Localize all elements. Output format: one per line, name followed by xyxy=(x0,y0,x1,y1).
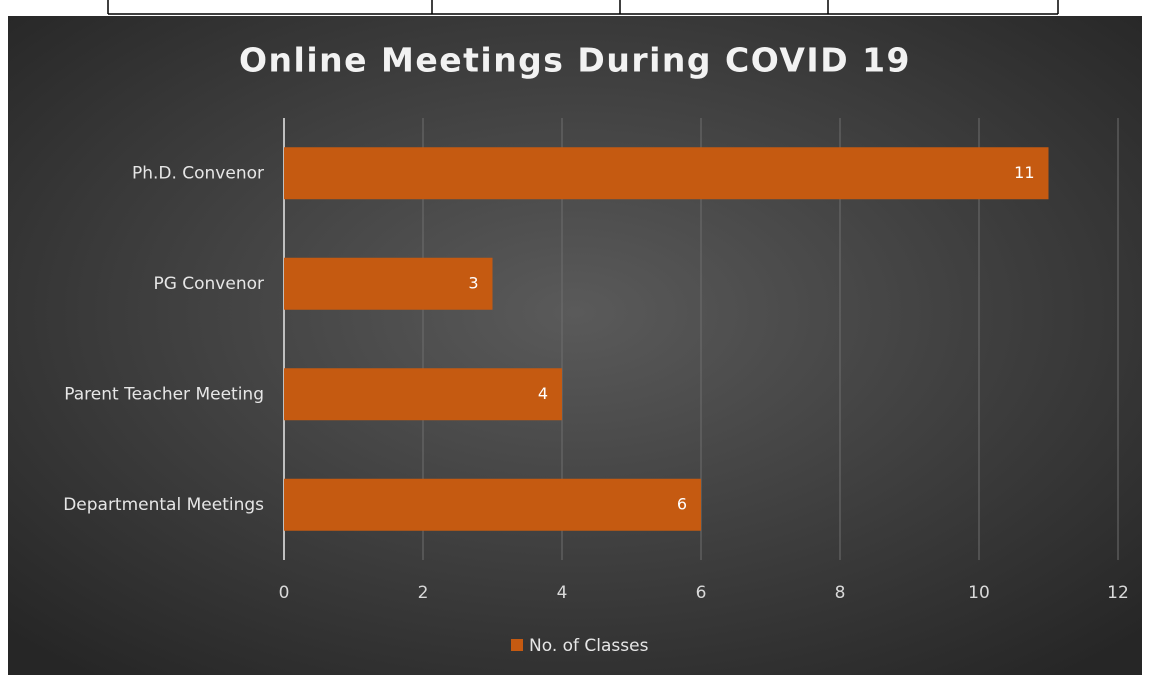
x-tick-label: 6 xyxy=(696,583,707,603)
x-tick-label: 4 xyxy=(557,583,568,603)
legend-label: No. of Classes xyxy=(529,636,649,656)
bar xyxy=(284,257,493,310)
data-label: 4 xyxy=(538,384,548,403)
bar xyxy=(284,147,1049,200)
legend-swatch xyxy=(511,639,523,651)
chart-title: Online Meetings During COVID 19 xyxy=(239,41,911,80)
y-tick-label: Ph.D. Convenor xyxy=(132,163,264,183)
chart-background xyxy=(8,16,1142,675)
x-tick-label: 12 xyxy=(1107,583,1129,603)
data-label: 3 xyxy=(468,273,478,292)
y-tick-label: Parent Teacher Meeting xyxy=(64,384,264,404)
y-tick-label: PG Convenor xyxy=(153,274,264,294)
x-tick-label: 2 xyxy=(418,583,429,603)
bar xyxy=(284,478,701,531)
data-label: 6 xyxy=(677,494,687,513)
x-tick-label: 0 xyxy=(279,583,290,603)
bar xyxy=(284,368,562,421)
y-tick-label: Departmental Meetings xyxy=(63,495,264,515)
table-fragment xyxy=(107,0,1059,15)
x-tick-label: 8 xyxy=(835,583,846,603)
data-label: 11 xyxy=(1014,163,1034,182)
x-tick-label: 10 xyxy=(968,583,990,603)
